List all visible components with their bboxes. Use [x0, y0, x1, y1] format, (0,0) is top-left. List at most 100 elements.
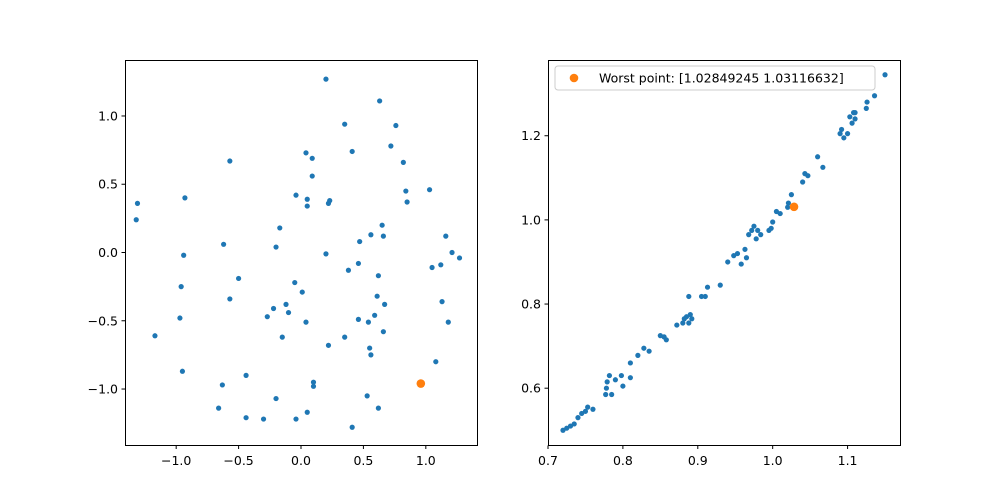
data-point [746, 232, 752, 238]
data-point [133, 217, 139, 223]
x-tick-label: 0.7 [538, 453, 558, 468]
data-point [429, 264, 435, 271]
data-point [243, 372, 249, 378]
data-point [375, 405, 381, 411]
data-point [403, 188, 409, 194]
data-point [273, 244, 279, 250]
data-point [325, 342, 332, 348]
data-point [309, 155, 315, 161]
data-point [303, 150, 309, 156]
data-point [777, 210, 783, 217]
data-point [349, 424, 355, 430]
data-point [380, 329, 386, 335]
data-point [355, 316, 362, 322]
data-point [260, 416, 267, 422]
data-point [299, 289, 305, 295]
left-scatter-panel: −1.0 −0.5 0.0 0.5 1.0 −1.0 −0.5 0.0 0.5 1.0 [88, 60, 478, 468]
x-tick-label: 1.0 [416, 453, 436, 468]
data-point [753, 236, 759, 242]
data-point [357, 238, 363, 245]
data-point [303, 319, 309, 325]
data-point [603, 385, 610, 391]
data-point [838, 126, 845, 133]
data-point [571, 421, 577, 427]
data-point [342, 334, 348, 340]
data-point [426, 187, 433, 193]
x-tick-label: 0.5 [353, 453, 373, 468]
data-point [849, 120, 855, 126]
data-point [367, 345, 373, 351]
right-scatter-panel: 0.7 0.8 0.9 1.0 1.1 0.6 0.8 1.0 1.2 Worst point: … [521, 60, 901, 468]
x-tick-label: 0.0 [291, 453, 311, 468]
data-point [837, 131, 843, 137]
y-tick-label: 1.0 [521, 212, 541, 227]
data-point [844, 131, 851, 137]
data-point [575, 415, 581, 421]
data-point [325, 200, 332, 206]
data-point [345, 267, 352, 273]
data-point [770, 219, 776, 225]
data-point [382, 301, 388, 307]
data-point [182, 195, 188, 201]
y-tick-label: 1.0 [98, 108, 118, 123]
y-tick-label: 0.0 [98, 245, 118, 260]
y-tick-label: 1.2 [521, 128, 541, 143]
data-point [355, 260, 362, 267]
data-point [820, 164, 826, 170]
data-point [375, 273, 381, 279]
data-point [304, 409, 310, 415]
data-point [742, 246, 748, 252]
data-point [698, 293, 705, 300]
data-point [379, 222, 385, 228]
data-point [177, 315, 183, 321]
data-point [400, 159, 406, 165]
legend-label: Worst point: [1.02849245 1.03116632] [599, 71, 844, 86]
y-tick-label: 0.6 [521, 381, 541, 396]
data-point [663, 337, 669, 343]
data-point [285, 309, 292, 316]
data-point [618, 372, 625, 379]
y-tick-label: 0.5 [98, 177, 118, 192]
data-point [235, 275, 242, 282]
data-point [582, 408, 589, 414]
legend-marker [569, 73, 579, 83]
data-point [279, 334, 285, 340]
data-point [323, 76, 329, 82]
data-point [227, 296, 233, 302]
data-point [304, 203, 310, 209]
data-point [871, 93, 878, 99]
data-point [852, 116, 858, 122]
data-point [788, 192, 795, 198]
data-point [449, 249, 455, 256]
data-point [734, 250, 741, 257]
data-point [243, 415, 249, 421]
x-tick-label: −1.0 [161, 453, 191, 468]
data-point [604, 379, 610, 385]
data-point [743, 255, 750, 261]
data-point [590, 406, 596, 412]
data-point [374, 293, 380, 299]
data-point [152, 333, 158, 339]
data-point [293, 416, 299, 422]
data-point [310, 383, 317, 389]
data-point [635, 352, 641, 358]
data-point [585, 404, 591, 410]
data-point [864, 99, 870, 105]
x-tick-label: 0.9 [688, 453, 708, 468]
data-point [805, 173, 811, 179]
data-point [179, 368, 186, 374]
data-point [304, 196, 310, 202]
data-point [689, 316, 695, 322]
data-point [292, 279, 298, 286]
worst-point [416, 379, 426, 388]
data-point [717, 282, 723, 288]
data-point [612, 377, 619, 383]
data-point [815, 154, 821, 160]
data-point [785, 204, 791, 210]
data-point [368, 232, 374, 238]
y-tick-label: −0.5 [88, 313, 118, 328]
data-point [785, 200, 792, 206]
data-point [439, 299, 445, 305]
data-point [323, 251, 329, 257]
